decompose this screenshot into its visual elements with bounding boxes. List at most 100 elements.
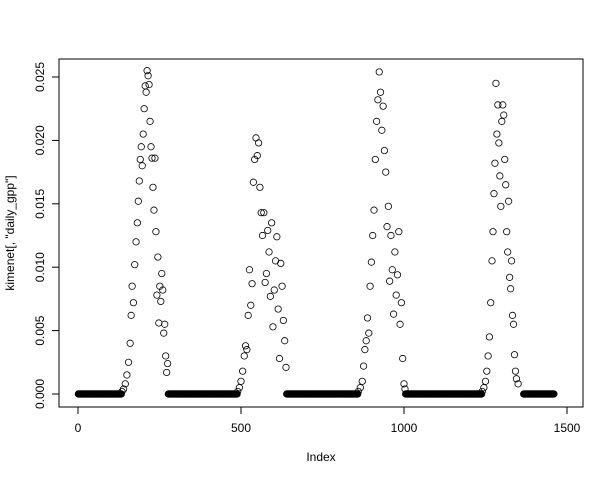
data-point	[504, 248, 512, 256]
data-point	[240, 352, 248, 360]
data-point	[237, 377, 245, 385]
y-tick-label: 0.020	[33, 125, 47, 155]
data-point	[248, 280, 256, 288]
data-point	[155, 319, 163, 327]
data-point	[151, 154, 159, 162]
data-point	[270, 286, 278, 294]
data-point	[396, 320, 404, 328]
data-point	[124, 358, 133, 366]
data-point	[269, 323, 277, 331]
data-point	[383, 223, 391, 231]
data-point	[506, 273, 514, 281]
data-point	[373, 117, 381, 125]
data-point	[478, 387, 486, 396]
data-point	[144, 72, 152, 80]
data-point	[514, 380, 522, 388]
data-point	[161, 320, 169, 328]
data-point	[382, 168, 390, 176]
data-point	[367, 258, 375, 266]
data-point	[146, 117, 154, 125]
points-layer	[74, 67, 558, 398]
data-point	[361, 346, 369, 354]
data-point	[278, 282, 286, 290]
data-point	[162, 352, 170, 360]
data-point	[388, 266, 396, 274]
data-point	[490, 190, 498, 198]
data-point	[129, 299, 138, 307]
data-point	[397, 299, 405, 307]
data-point	[164, 359, 172, 368]
data-point	[126, 339, 134, 347]
data-point	[147, 143, 155, 151]
data-point	[365, 329, 373, 337]
data-point	[136, 155, 144, 164]
data-point	[241, 342, 250, 350]
data-point	[366, 282, 374, 290]
data-point	[481, 377, 490, 385]
data-point	[376, 88, 385, 96]
y-axis-label: kimenet[, "daily_gpp"]	[3, 175, 17, 290]
data-point	[503, 228, 511, 236]
data-point	[384, 202, 392, 210]
x-axis: 0 500 1000 1500	[75, 406, 581, 435]
data-point	[265, 248, 273, 256]
data-point	[261, 278, 269, 287]
data-point	[145, 81, 153, 89]
data-point	[264, 226, 272, 235]
y-axis: 0.000 0.005 0.010 0.015 0.020 0.025	[33, 62, 60, 409]
data-point	[279, 316, 287, 325]
plot-frame	[58, 58, 584, 408]
data-point	[488, 257, 496, 265]
data-point	[235, 384, 243, 392]
data-point	[133, 219, 141, 227]
data-point	[491, 159, 499, 167]
data-point	[358, 377, 366, 385]
data-point	[127, 311, 135, 319]
data-point	[121, 380, 129, 388]
data-point	[510, 351, 519, 359]
data-point	[485, 333, 494, 341]
data-point	[266, 292, 274, 300]
data-point	[499, 101, 507, 109]
data-point	[374, 96, 382, 104]
data-point	[260, 209, 268, 217]
data-point	[128, 282, 136, 290]
data-point	[140, 105, 148, 113]
data-point	[152, 228, 160, 236]
data-point	[401, 385, 409, 393]
data-point	[159, 286, 167, 294]
y-tick-label: 0.025	[33, 62, 47, 92]
x-tick-label: 0	[75, 421, 82, 435]
data-point	[148, 154, 156, 162]
data-point	[391, 248, 399, 256]
data-point	[268, 219, 276, 227]
data-point	[507, 257, 516, 265]
data-point	[380, 146, 389, 155]
data-point	[496, 172, 504, 180]
data-point	[150, 206, 158, 214]
data-point	[123, 371, 131, 379]
x-tick-label: 1000	[391, 421, 418, 435]
data-point	[512, 375, 521, 383]
data-point	[379, 102, 387, 110]
data-point	[131, 261, 139, 269]
data-point	[275, 354, 284, 363]
data-point	[234, 387, 242, 396]
data-point	[363, 314, 372, 322]
data-point	[142, 88, 150, 96]
data-point	[239, 367, 247, 375]
data-point	[245, 266, 254, 274]
data-point	[258, 231, 267, 240]
data-point	[369, 231, 377, 240]
data-point	[362, 337, 370, 345]
data-point	[389, 310, 398, 318]
data-point	[494, 101, 502, 109]
data-point	[392, 291, 400, 299]
data-point	[277, 259, 285, 267]
data-point	[500, 111, 508, 119]
data-point	[400, 380, 408, 388]
data-point	[487, 299, 495, 307]
data-point	[492, 79, 500, 87]
data-point	[251, 155, 259, 164]
